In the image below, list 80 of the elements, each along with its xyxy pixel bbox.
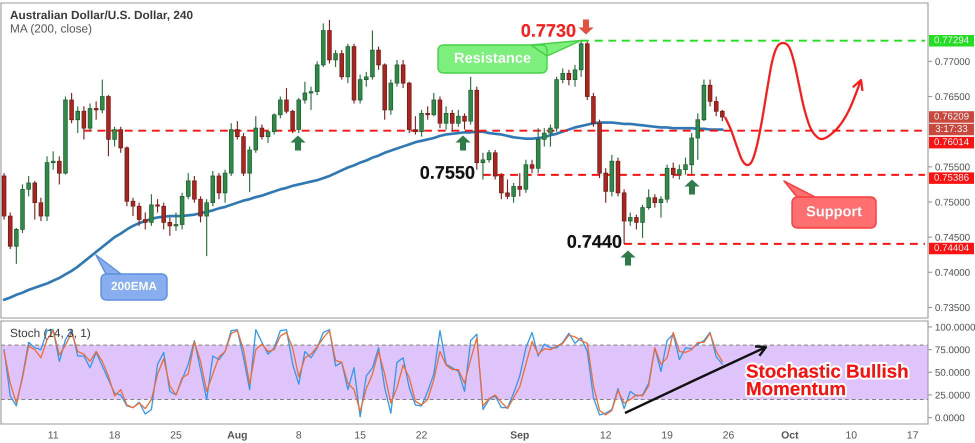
candlestick <box>486 149 492 164</box>
candlestick <box>198 196 203 223</box>
x-tick-label: 19 <box>662 431 672 439</box>
candlestick <box>216 172 222 200</box>
series-label: 0.74404 <box>934 244 969 252</box>
candlestick <box>82 106 86 140</box>
candlestick <box>88 102 92 132</box>
candlestick <box>94 100 98 120</box>
annotation: Support <box>806 206 862 220</box>
candlestick <box>480 152 486 180</box>
candlestick <box>174 212 178 232</box>
candlestick <box>69 92 74 124</box>
candlestick <box>260 124 264 140</box>
y-tick-label: 50.0000 <box>935 369 970 376</box>
y-tick-label: 25.0000 <box>935 392 970 399</box>
candlestick <box>290 109 295 134</box>
candlestick <box>26 175 31 197</box>
candlestick <box>518 172 522 197</box>
candlestick <box>75 106 80 134</box>
y-tick-label: 75.0000 <box>935 346 970 354</box>
series-label: 0.75386 <box>934 174 969 181</box>
x-tick-label: 11 <box>48 431 58 438</box>
candlestick <box>419 109 424 138</box>
annotation: 0.7730 <box>521 24 576 37</box>
series-label: 0.77294 <box>934 36 969 44</box>
x-tick-label: Sep <box>510 431 529 441</box>
x-tick-label: 17 <box>908 431 918 438</box>
x-tick-label: 26 <box>723 431 734 439</box>
candlestick <box>192 175 197 204</box>
x-tick-label: Aug <box>227 431 247 441</box>
x-tick-label: 25 <box>170 431 182 439</box>
x-tick-label: 15 <box>355 431 366 439</box>
y-tick-label: 0.74500 <box>935 234 970 241</box>
candlestick <box>652 194 658 208</box>
candlestick <box>100 79 105 114</box>
candlestick <box>511 182 516 204</box>
series-label: 0.76014 <box>934 138 969 146</box>
candlestick <box>456 109 461 128</box>
x-tick-label: 22 <box>416 431 427 438</box>
x-tick-label: 18 <box>110 431 120 439</box>
annotation: Stochastic Bullish Momentum <box>746 364 908 396</box>
candlestick <box>425 106 430 120</box>
x-tick-label: 10 <box>846 431 857 439</box>
y-tick-label: 0.75000 <box>935 198 970 206</box>
candlestick <box>432 92 436 117</box>
text: Australian Dollar/U.S. Dollar, 240 <box>10 10 193 21</box>
text: MA (200, close) <box>10 24 92 35</box>
y-tick-label: 0.77000 <box>935 58 970 65</box>
y-tick-label: 0.74000 <box>935 269 970 276</box>
candlestick <box>333 50 338 68</box>
x-tick-label: 12 <box>600 431 611 438</box>
y-tick-label: 0.76500 <box>935 93 970 100</box>
y-tick-label: 0.73500 <box>935 304 970 312</box>
candlestick <box>462 112 467 130</box>
annotation: 0.7550 <box>420 166 474 179</box>
annotation: 0.7440 <box>567 235 622 248</box>
candlestick <box>634 214 639 230</box>
candlestick <box>438 96 442 129</box>
candlestick <box>149 194 154 226</box>
candlestick <box>677 164 682 180</box>
candlestick <box>670 162 676 179</box>
y-tick-label: 0.0000 <box>935 414 964 422</box>
text: 0.76209 <box>934 112 969 120</box>
x-tick-label: Oct <box>782 431 798 439</box>
candlestick <box>658 196 664 218</box>
candlestick <box>284 88 289 114</box>
candlestick <box>450 109 454 132</box>
y-tick-label: 0.75500 <box>935 164 970 170</box>
candlestick <box>566 69 572 86</box>
candlestick <box>530 159 534 174</box>
x-tick-label: 8 <box>296 431 302 439</box>
candlestick <box>339 50 344 80</box>
y-tick-label: 100.0000 <box>936 324 975 331</box>
candlestick <box>57 156 62 185</box>
candlestick <box>112 126 117 147</box>
candlestick <box>628 212 633 226</box>
text: 3:17:33 <box>936 125 968 132</box>
candlestick <box>444 106 448 130</box>
annotation: Resistance <box>454 52 531 63</box>
annotation: 200EMA <box>111 282 157 290</box>
